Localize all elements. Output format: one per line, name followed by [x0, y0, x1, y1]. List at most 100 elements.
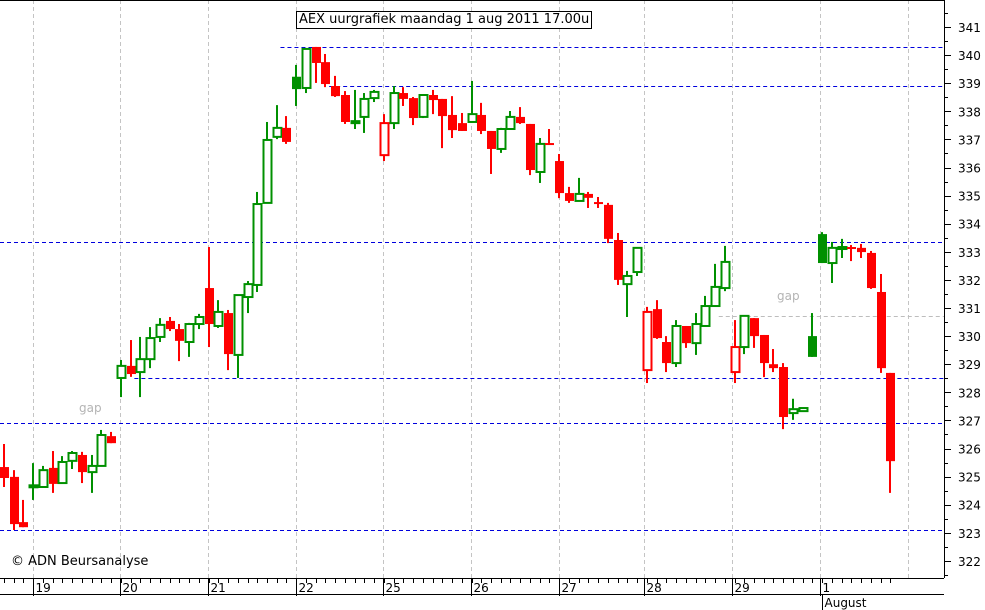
candle-body-filled [857, 247, 866, 253]
candle-body-filled [867, 252, 876, 289]
candle [205, 247, 214, 348]
y-axis-label: 338 [958, 105, 981, 119]
candle-body-filled [292, 76, 301, 90]
candle [526, 123, 535, 176]
candle-body-hollow [145, 337, 156, 361]
candle-body-hollow [116, 364, 127, 379]
candle [213, 300, 224, 328]
candle-wick [578, 177, 580, 201]
x-day-label: 29 [735, 581, 750, 595]
candle-wick [490, 130, 492, 174]
candle [155, 318, 166, 343]
candle-body-filled [331, 86, 340, 97]
candle [535, 137, 546, 183]
candle [798, 407, 809, 413]
candle-body-filled [847, 247, 856, 250]
candle [38, 465, 49, 488]
candle-body-hollow [418, 94, 429, 118]
candle-body-hollow [700, 305, 711, 327]
candle [96, 429, 107, 467]
candle [429, 89, 438, 115]
candle-wick [471, 80, 473, 122]
candle-body-hollow [691, 323, 702, 345]
x-day-label: 20 [123, 581, 138, 595]
candle [604, 202, 613, 244]
candle-body-filled [477, 114, 486, 131]
candle-body-filled [614, 239, 623, 280]
candle-body-filled [653, 309, 662, 339]
candle-wick [315, 46, 317, 83]
candle-wick [3, 444, 5, 487]
candle-body-hollow [350, 120, 361, 125]
candle-body-hollow [252, 203, 263, 286]
candle [505, 111, 516, 131]
candle-wick [714, 263, 716, 307]
candle [389, 86, 400, 130]
candle [107, 431, 116, 444]
candle [184, 322, 195, 357]
candle [827, 241, 838, 283]
candle [565, 186, 574, 203]
candle [877, 273, 886, 373]
candle-wick [441, 98, 443, 149]
candle [847, 245, 856, 262]
candle [233, 294, 244, 378]
candle-body-filled [205, 288, 214, 325]
x-day-label: 19 [36, 581, 51, 595]
candle [622, 270, 633, 317]
gap-annotation: gap [79, 401, 102, 415]
candle-body-filled [526, 123, 535, 171]
candle-wick [587, 191, 589, 208]
candle-body-filled [321, 62, 330, 85]
y-axis-label: 329 [958, 358, 981, 372]
candle [369, 89, 380, 103]
candle-body-hollow [720, 260, 731, 290]
copyright-text: © ADN Beursanalyse [11, 554, 149, 569]
candle-wick [772, 349, 774, 373]
candle-body-filled [584, 193, 593, 198]
candle [574, 177, 585, 202]
candle [710, 263, 721, 308]
candle-body-filled [779, 367, 788, 418]
candle [584, 191, 593, 208]
candle [700, 295, 711, 327]
candle-body-hollow [389, 92, 400, 125]
candle-body-filled [877, 291, 886, 369]
candle-body-hollow [496, 128, 507, 150]
candle-wick [22, 499, 24, 528]
candle [78, 451, 87, 484]
x-day-label: 26 [474, 581, 489, 595]
candle [224, 309, 233, 371]
candle [662, 336, 671, 373]
y-axis-label: 327 [958, 414, 981, 428]
candle [653, 300, 662, 339]
y-axis-label: 326 [958, 443, 981, 457]
candles [0, 46, 895, 530]
y-axis-label: 328 [958, 386, 981, 400]
y-axis-label: 332 [958, 274, 981, 288]
x-day-label: 21 [211, 581, 226, 595]
y-axis-label: 325 [958, 471, 981, 485]
candle [837, 238, 848, 258]
candle-wick [178, 324, 180, 362]
candle [788, 398, 799, 420]
candle-body-hollow [798, 407, 809, 413]
candle [331, 75, 340, 97]
candle [477, 102, 486, 135]
x-day-label: 27 [562, 581, 577, 595]
candle-body-hollow [57, 460, 68, 485]
candle-body-filled [448, 114, 457, 131]
candle [145, 327, 156, 369]
candle-wick [130, 340, 132, 377]
candle [0, 444, 9, 487]
candle [194, 313, 205, 330]
candle-body-filled [429, 95, 438, 101]
candle [779, 363, 788, 430]
candle-body-filled [594, 202, 603, 205]
candle-body-hollow [505, 115, 516, 131]
candle-body-hollow [535, 142, 546, 173]
candle [632, 246, 643, 276]
candle [467, 80, 478, 123]
candle [886, 372, 895, 493]
